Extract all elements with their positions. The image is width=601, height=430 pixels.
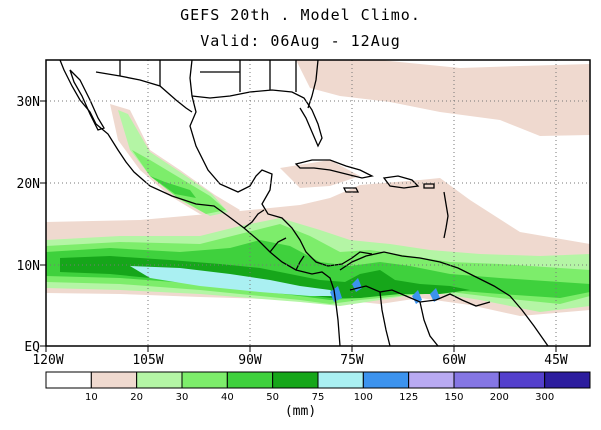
colorbar-unit-label: (mm) (284, 404, 317, 419)
lon-label-105w: 105W (132, 353, 163, 368)
colorbar-tick-label: 200 (490, 392, 509, 403)
colorbar-swatch (226, 371, 274, 389)
colorbar-swatch (408, 371, 455, 389)
colorbar-swatch (181, 371, 228, 389)
colorbar-swatch (317, 371, 364, 389)
colorbar: 10 20 30 40 50 75 100 125 150 200 300 (45, 371, 591, 403)
colorbar-tick-label: 40 (221, 392, 234, 403)
axis-ticks (40, 100, 557, 352)
map-title: GEFS 20th . Model Climo. (180, 6, 421, 24)
colorbar-swatch (362, 371, 410, 389)
lon-label-120w: 120W (32, 353, 63, 368)
colorbar-tick-label: 20 (130, 392, 143, 403)
lat-label-eq: EQ (24, 340, 40, 355)
map-frame (45, 59, 591, 347)
colorbar-tick-label: 300 (535, 392, 554, 403)
colorbar-tick-label: 100 (354, 392, 373, 403)
lon-label-60w: 60W (442, 353, 466, 368)
colorbar-tick-label: 30 (176, 392, 189, 403)
colorbar-swatch (45, 371, 92, 389)
colorbar-swatch (272, 371, 319, 389)
lat-label-30n: 30N (17, 95, 40, 110)
lon-label-75w: 75W (340, 353, 364, 368)
graticule (46, 60, 590, 346)
lat-label-10n: 10N (17, 259, 40, 274)
map-valid-period: Valid: 06Aug - 12Aug (200, 32, 401, 50)
precip-field (46, 60, 590, 316)
colorbar-swatch (453, 371, 500, 389)
lon-label-45w: 45W (544, 353, 568, 368)
colorbar-tick-label: 150 (444, 392, 463, 403)
colorbar-swatch (136, 371, 183, 389)
colorbar-tick-label: 50 (266, 392, 279, 403)
colorbar-swatch (498, 371, 546, 389)
colorbar-tick-label: 75 (312, 392, 325, 403)
colorbar-tick-label: 125 (399, 392, 418, 403)
colorbar-swatch (544, 371, 591, 389)
lon-label-90w: 90W (238, 353, 262, 368)
lat-label-20n: 20N (17, 177, 40, 192)
colorbar-tick-label: 10 (85, 392, 98, 403)
colorbar-swatch (90, 371, 138, 389)
